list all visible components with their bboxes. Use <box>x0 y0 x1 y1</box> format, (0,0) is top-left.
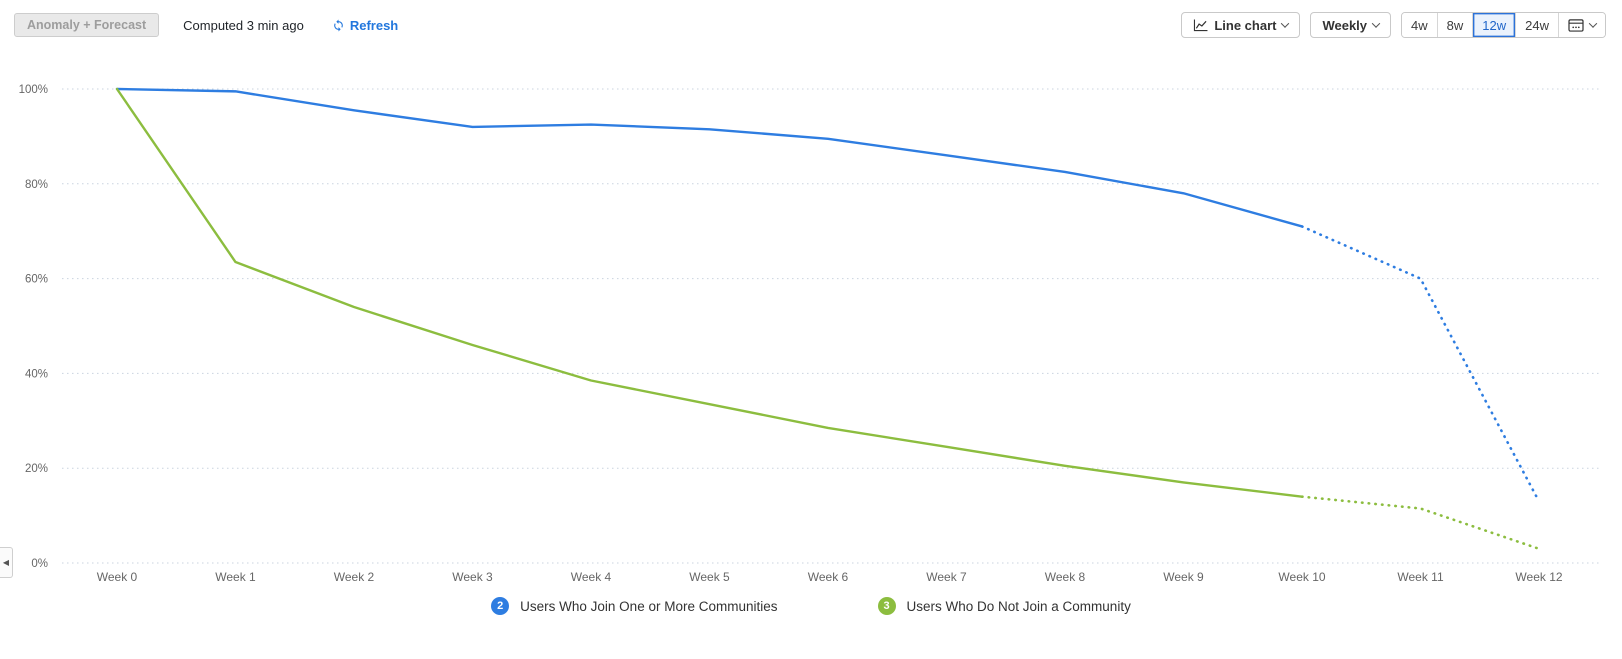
x-axis-tick-label: Week 7 <box>926 570 967 584</box>
range-button-4w[interactable]: 4w <box>1402 13 1437 37</box>
x-axis-tick-label: Week 0 <box>97 570 138 584</box>
series-forecast-line[interactable] <box>1300 225 1541 503</box>
calendar-icon <box>1568 19 1584 32</box>
refresh-icon <box>333 19 343 31</box>
anomaly-forecast-button[interactable]: Anomaly + Forecast <box>14 13 160 37</box>
x-axis-tick-label: Week 9 <box>1163 570 1204 584</box>
range-button-24w[interactable]: 24w <box>1515 13 1558 37</box>
range-button-8w[interactable]: 8w <box>1436 13 1473 37</box>
range-button-12w[interactable]: 12w <box>1472 13 1516 37</box>
x-axis-tick-label: Week 3 <box>452 570 493 584</box>
x-axis-tick-label: Week 11 <box>1397 570 1444 584</box>
computed-status-text: Computed 3 min ago <box>183 17 304 33</box>
line-chart-icon <box>1194 18 1208 31</box>
series-forecast-line[interactable] <box>1300 495 1541 551</box>
granularity-select[interactable]: Weekly <box>1310 12 1392 38</box>
y-axis-tick-label: 100% <box>19 84 48 96</box>
legend-series-label: Users Who Do Not Join a Community <box>906 598 1131 614</box>
x-axis-tick-label: Week 6 <box>808 570 849 584</box>
granularity-label: Weekly <box>1322 17 1368 33</box>
x-axis-tick-label: Week 10 <box>1278 570 1325 584</box>
legend-item[interactable]: 3 Users Who Do Not Join a Community <box>877 597 1131 615</box>
y-axis-tick-label: 20% <box>25 463 48 475</box>
y-axis-tick-label: 80% <box>25 179 48 191</box>
x-axis-tick-label: Week 4 <box>571 570 612 584</box>
custom-date-range-button[interactable] <box>1558 13 1605 37</box>
x-axis-tick-label: Week 2 <box>334 570 375 584</box>
series-line[interactable] <box>115 87 1304 498</box>
chart-type-select[interactable]: Line chart <box>1181 12 1301 38</box>
chart-legend: 2 Users Who Join One or More Communities 3… <box>0 597 1622 615</box>
range-button-group: 4w 8w 12w 24w <box>1401 12 1606 38</box>
y-axis-tick-label: 40% <box>25 368 48 380</box>
refresh-link[interactable]: Refresh <box>332 18 398 33</box>
x-axis-tick-label: Week 5 <box>689 570 730 584</box>
y-axis-tick-label: 0% <box>31 558 48 570</box>
legend-series-badge: 3 <box>877 597 896 615</box>
y-axis-tick-label: 60% <box>25 274 48 286</box>
toolbar: Anomaly + Forecast Computed 3 min ago Re… <box>14 11 1606 39</box>
x-axis-tick-label: Week 1 <box>215 570 256 584</box>
collapse-left-handle[interactable]: ◀ <box>0 547 13 578</box>
legend-item[interactable]: 2 Users Who Join One or More Communities <box>491 597 778 615</box>
chart-type-label: Line chart <box>1214 17 1277 33</box>
chevron-left-icon: ◀ <box>2 558 10 567</box>
refresh-label: Refresh <box>349 17 399 33</box>
series-line[interactable] <box>115 87 1304 228</box>
legend-series-badge: 2 <box>491 597 510 615</box>
legend-series-label: Users Who Join One or More Communities <box>520 598 778 614</box>
x-axis-tick-label: Week 12 <box>1515 570 1562 584</box>
x-axis-tick-label: Week 8 <box>1045 570 1086 584</box>
chart-controls: Line chart Weekly 4w 8w 12w 24w <box>1181 12 1606 38</box>
